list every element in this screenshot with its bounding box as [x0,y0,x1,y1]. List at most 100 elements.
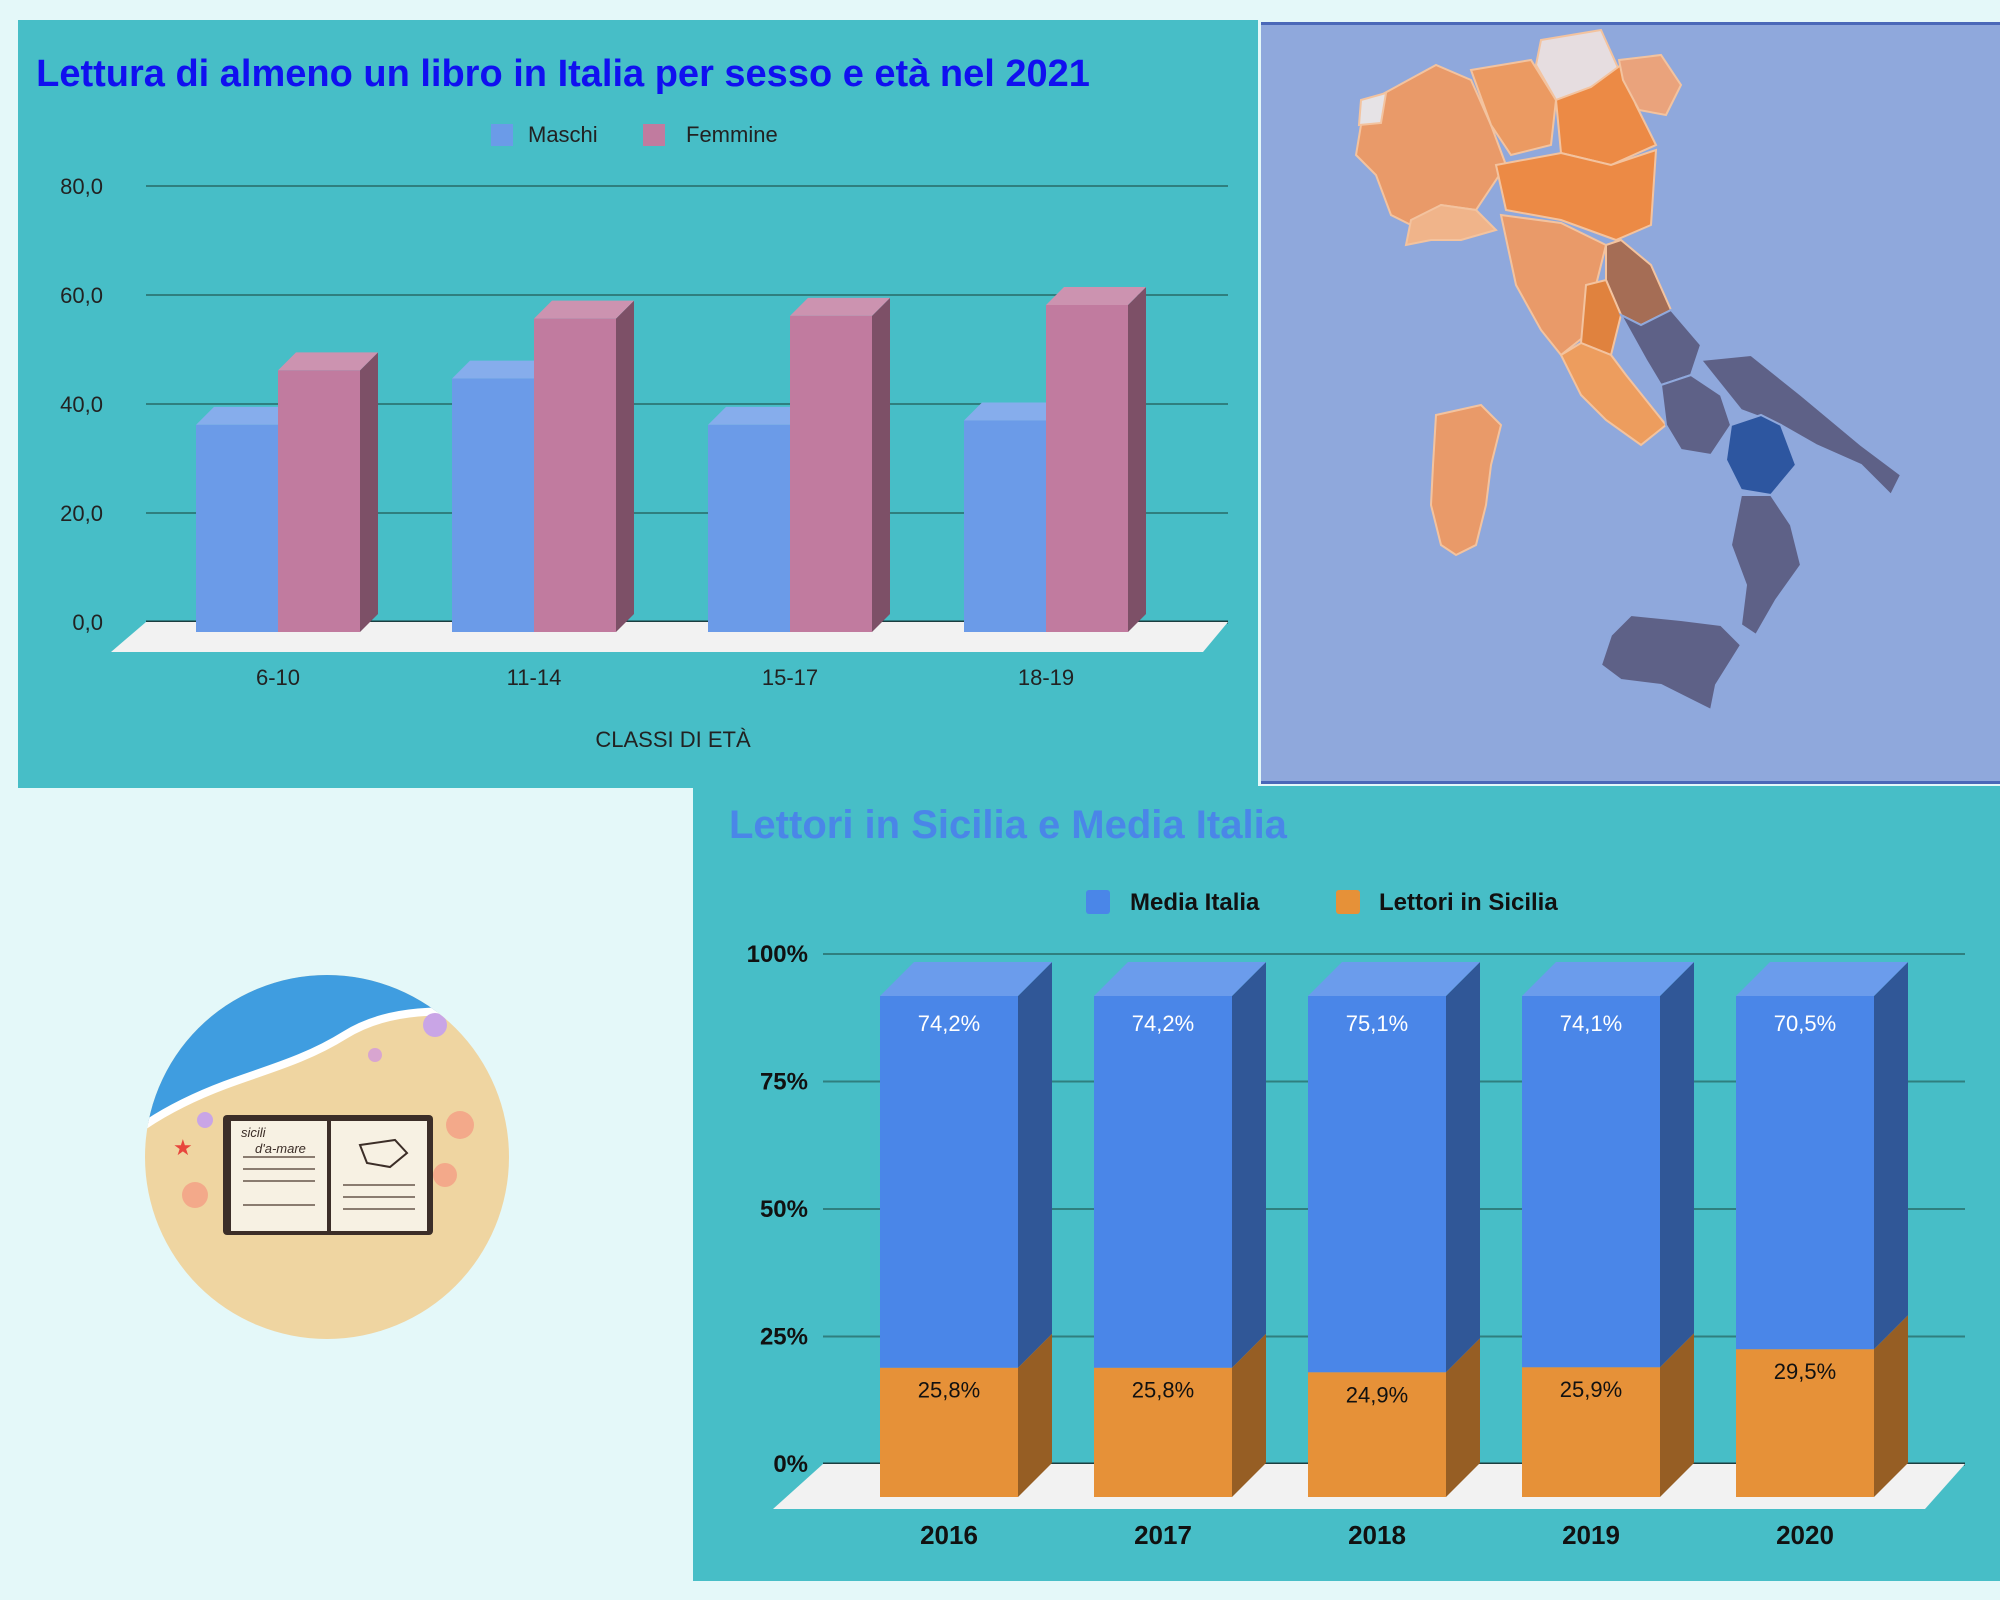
region-calabria [1729,494,1803,637]
bar-media-italia-2020-top [1736,962,1908,996]
x-axis-title: CLASSI DI ETÀ [595,727,751,752]
bar-media-italia-2020-front [1736,996,1874,1350]
chart-title: Lettori in Sicilia e Media Italia [729,803,1288,847]
y-tick-label: 80,0 [60,174,103,199]
bar-sicilia-2016-side [1018,1333,1052,1497]
region-sardegna [1429,403,1503,557]
bar-sicilia-2019-side [1660,1333,1694,1497]
y-tick-label: 0% [773,1451,808,1478]
bar-media-italia-2019 [1522,962,1694,1368]
legend: Maschi Femmine [491,122,778,147]
logo-text-line1: sicili [241,1125,267,1140]
bar-media-italia-2018-front [1308,996,1446,1373]
bar-sicilia-2017-side [1232,1333,1266,1497]
bar-media-italia-2017-side [1232,962,1266,1368]
bar-maschi-15-17-front [708,424,790,632]
bar-media-italia-2016 [880,962,1052,1368]
data-label-media-italia: 74,2% [1132,1011,1194,1036]
x-tick-label: 15-17 [762,665,818,690]
bar-femmine-18-19-top [1046,287,1146,305]
bar-maschi-15-17-top [708,406,808,425]
bar-femmine-6-10-top [278,352,378,371]
bar-media-italia-2016-front [880,996,1018,1368]
legend: Media Italia Lettori in Sicilia [1086,889,1558,916]
bar-femmine-6-10-front [278,370,360,632]
legend-label-maschi: Maschi [528,122,598,147]
y-tick-label: 0,0 [72,610,103,635]
bar-sicilia-2016-front [880,1367,1018,1497]
data-label-sicilia: 24,9% [1346,1382,1408,1407]
bar-femmine-15-17 [790,297,890,632]
data-label-media-italia: 70,5% [1774,1011,1836,1036]
bar-femmine-18-19-side [1128,287,1146,632]
x-tick-label: 2018 [1348,1520,1406,1550]
bar-maschi-6-10-front [196,424,278,632]
y-tick-label: 75% [760,1069,808,1096]
x-tick-label: 2020 [1776,1520,1834,1550]
bar-femmine-15-17-top [790,297,890,316]
bar-femmine-6-10-side [360,352,378,632]
data-label-sicilia: 29,5% [1774,1359,1836,1384]
region-friuli [1617,53,1683,117]
x-tick-label: 18-19 [1018,665,1074,690]
y-tick-label: 100% [747,941,808,968]
region-lombardia [1469,58,1558,157]
bar-sicilia-2020-front [1736,1349,1874,1497]
bar-media-italia-2020-side [1874,962,1908,1350]
bar-media-italia-2019-side [1660,962,1694,1368]
bar-media-italia-2016-side [1018,962,1052,1368]
legend-swatch-femmine [643,124,665,146]
logo: ★ sicili d'a-mare [145,975,510,1340]
region-sicilia [1599,613,1743,712]
bar-media-italia-2019-front [1522,996,1660,1368]
region-lazio [1559,341,1668,447]
region-liguria [1404,203,1498,247]
sicily-vs-italy-chart-panel: Lettori in Sicilia e Media Italia Media … [693,786,2000,1581]
bar-femmine-15-17-side [872,297,890,632]
bar-sicilia-2020-side [1874,1315,1908,1497]
logo-image: ★ sicili d'a-mare [145,975,509,1339]
bar-maschi-11-14-top [452,360,552,379]
y-tick-label: 40,0 [60,392,103,417]
data-label-sicilia: 25,8% [918,1378,980,1403]
region-campania [1659,373,1733,457]
bar-femmine-6-10 [278,352,378,632]
data-label-sicilia: 25,9% [1560,1377,1622,1402]
region-abruzzo-molise [1618,308,1703,387]
region-valle-d-aosta [1357,91,1388,127]
data-label-media-italia: 75,1% [1346,1011,1408,1036]
data-label-media-italia: 74,2% [918,1011,980,1036]
region-umbria [1579,278,1623,357]
italy-choropleth-map [1354,28,1903,712]
region-emilia-romagna [1494,148,1658,242]
bar-sicilia-2017-front [1094,1367,1232,1497]
chart-title: Lettura di almeno un libro in Italia per… [36,53,1090,95]
chart-floor [111,622,1228,652]
bar-maschi-11-14-front [452,378,534,632]
x-tick-label: 2019 [1562,1520,1620,1550]
bar-sicilia-2018-side [1446,1338,1480,1497]
bar-maschi-6-10-top [196,406,296,425]
bar-media-italia-2016-top [880,962,1052,996]
starfish-icon: ★ [173,1135,193,1160]
legend-label-femmine: Femmine [686,122,778,147]
bar-media-italia-2018 [1308,962,1480,1373]
bar-media-italia-2020 [1736,962,1908,1350]
region-basilicata [1724,413,1798,497]
x-tick-label: 11-14 [507,665,562,690]
legend-label-media-italia: Media Italia [1130,889,1260,916]
y-tick-label: 50% [760,1196,808,1223]
y-tick-label: 20,0 [60,501,103,526]
bar-femmine-11-14-side [616,300,634,632]
y-tick-label: 60,0 [60,283,103,308]
bar-media-italia-2018-side [1446,962,1480,1373]
bar-media-italia-2019-top [1522,962,1694,996]
legend-swatch-media-italia [1086,890,1110,914]
bar-femmine-18-19 [1046,287,1146,632]
x-tick-label: 2017 [1134,1520,1192,1550]
bar-media-italia-2018-top [1308,962,1480,996]
bar-media-italia-2017-front [1094,996,1232,1368]
legend-swatch-sicilia [1336,890,1360,914]
logo-text-line2: d'a-mare [255,1141,306,1156]
bar-sicilia-2018-front [1308,1372,1446,1497]
